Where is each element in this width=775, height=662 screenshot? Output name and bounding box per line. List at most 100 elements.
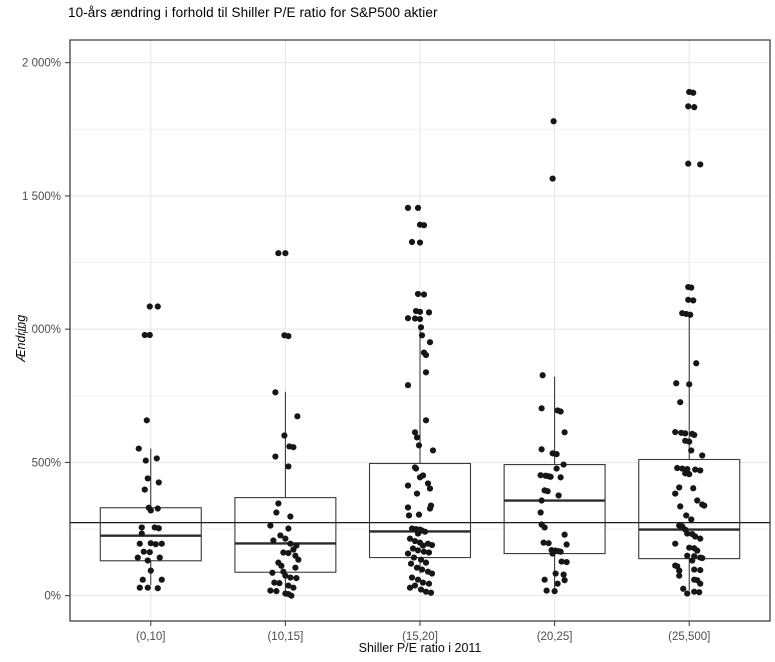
jitter-point [418,566,426,573]
jitter-point [293,574,300,582]
jitter-point [537,472,544,479]
jitter-point [407,560,415,567]
jitter-point [563,559,570,566]
jitter-point [422,417,430,424]
y-tick-label: 500% [32,457,61,469]
jitter-point [697,580,704,587]
jitter-point [554,580,561,587]
jitter-point [674,464,681,472]
jitter-point [417,556,425,563]
jitter-point [673,380,680,387]
jitter-point [691,566,698,573]
jitter-point [294,413,301,420]
jitter-point [538,497,545,504]
jitter-point [143,417,150,424]
y-axis-title: Ændring [14,314,28,362]
jitter-points-(10,15] [267,250,302,599]
jitter-point [146,549,153,556]
jitter-points-(0,10] [134,303,165,592]
jitter-point [692,533,699,540]
jitter-point [693,360,700,367]
jitter-point [557,474,564,481]
jitter-point [414,290,422,298]
jitter-point [285,525,292,532]
jitter-point [686,544,693,551]
jitter-point [154,585,161,592]
jitter-point [272,389,279,396]
x-tick-label: (10,15] [267,631,303,643]
jitter-point [281,432,288,439]
jitter-point [272,453,279,460]
jitter-point [290,444,297,451]
jitter-point [685,103,692,110]
jitter-point [672,540,679,547]
jitter-point [144,584,151,591]
jitter-point [543,587,550,594]
jitter-point [417,586,425,593]
jitter-point [677,503,684,510]
jitter-point [142,457,149,464]
jitter-point [290,546,297,553]
jitter-point [537,509,544,516]
box-iqr [234,497,337,573]
jitter-point [416,239,424,246]
jitter-point [699,555,706,562]
jitter-point [285,549,292,557]
jitter-point [692,466,699,473]
jitter-point [561,429,568,436]
jitter-point [292,564,299,571]
jitter-point [290,584,297,591]
jitter-point [414,204,422,212]
jitter-point [146,331,153,339]
jitter-point [277,532,284,539]
jitter-point [155,479,162,486]
jitter-point [409,545,417,552]
jitter-point [697,566,704,574]
jitter-point [682,430,689,437]
jitter-point [136,540,143,547]
jitter-point [687,311,694,318]
jitter-point [285,332,292,340]
jitter-point [688,284,695,291]
jitter-point [416,315,424,323]
jitter-point [158,540,165,547]
jitter-point [685,160,692,167]
y-tick-label: 0% [44,591,61,603]
jitter-point [147,540,154,547]
jitter-point [404,550,412,557]
jitter-point [561,531,568,538]
jitter-point [686,381,693,388]
jitter-point [282,572,289,579]
jitter-point [691,588,698,595]
jitter-point [547,473,554,480]
jitter-point [275,250,282,257]
jitter-point [295,556,302,563]
jitter-point [422,351,430,359]
jitter-point [412,465,420,472]
jitter-point [697,467,704,474]
jitter-point [138,530,145,537]
jitter-point [267,522,274,529]
jitter-point [411,537,419,545]
jitter-point [689,557,696,564]
jitter-point [677,399,684,406]
jitter-point [553,465,560,472]
jitter-point [156,554,163,561]
jitter-point [545,540,552,547]
jitter-point [414,576,422,583]
jitter-point [425,309,433,316]
jitter-point [275,500,282,507]
jitter-point [288,592,295,599]
jitter-point [411,429,419,436]
jitter-point [406,535,414,542]
jitter-point [136,584,143,591]
jitter-point [269,569,276,576]
jitter-point [688,447,695,454]
jitter-point [680,585,687,592]
jitter-point [413,490,421,497]
jitter-point [285,582,292,589]
jitter-point [285,463,292,470]
jitter-point [416,474,424,481]
y-tick-label: 2 000% [22,58,61,70]
